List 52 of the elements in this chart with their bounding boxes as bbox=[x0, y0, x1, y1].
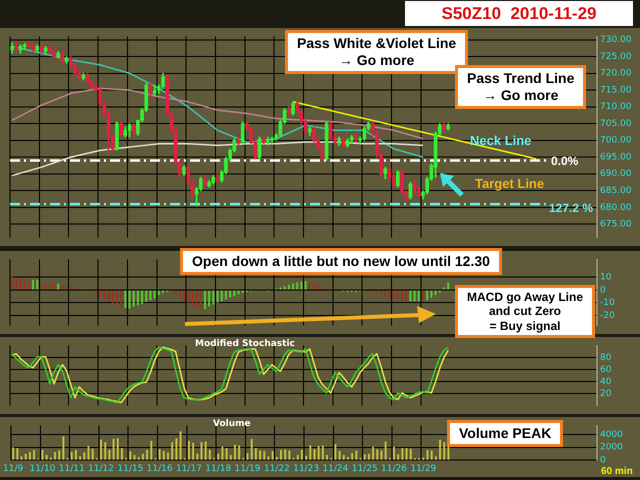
x-tick-label: 11/26 bbox=[381, 464, 408, 474]
chart-title: Volume bbox=[213, 419, 251, 429]
y-tick-label: 715.00 bbox=[600, 85, 632, 96]
annotation: MACD go Away Line and cut Zero = Buy signal bbox=[455, 285, 596, 338]
y-tick-label: 690.00 bbox=[600, 169, 632, 180]
x-tick-label: 11/24 bbox=[322, 464, 349, 474]
annotation: Neck Line bbox=[470, 133, 532, 148]
y-tick-label: 725.00 bbox=[600, 52, 632, 62]
y-tick-label: 720.00 bbox=[600, 68, 632, 79]
x-tick-label: 11/16 bbox=[146, 464, 173, 474]
y-tick-label: 695.00 bbox=[600, 152, 632, 162]
x-tick-label: 11/18 bbox=[205, 464, 232, 474]
y-tick-label: 20 bbox=[600, 388, 612, 399]
y-tick-label: 710.00 bbox=[600, 102, 632, 112]
y-tick-label: 60 bbox=[600, 364, 612, 375]
y-tick-label: 730.00 bbox=[600, 35, 632, 46]
annotation: Volume PEAK bbox=[447, 420, 564, 447]
candlestick bbox=[270, 136, 274, 144]
annotation: Pass Trend Line → Go more bbox=[455, 65, 586, 109]
y-tick-label: 680.00 bbox=[600, 202, 632, 213]
annotation: Open down a little but no new low until 12.30 bbox=[180, 248, 502, 275]
chart-title: S50Z10 2010-11-29 bbox=[405, 1, 633, 26]
y-tick-label: -10 bbox=[600, 298, 615, 308]
x-tick-label: 11/19 bbox=[234, 464, 261, 474]
y-tick-label: 0 bbox=[600, 456, 606, 466]
x-tick-label: 11/12 bbox=[88, 464, 114, 474]
y-tick-label: 700.00 bbox=[600, 136, 632, 146]
x-tick-label: 11/22 bbox=[264, 464, 290, 474]
annotation: Target Line bbox=[475, 176, 544, 192]
x-tick-label: 11/11 bbox=[58, 464, 85, 474]
annotation: 0.0% bbox=[551, 154, 578, 168]
y-tick-label: 40 bbox=[600, 376, 612, 387]
x-tick-label: 11/23 bbox=[293, 464, 320, 474]
x-tick-label: 11/25 bbox=[352, 464, 378, 474]
y-tick-label: 80 bbox=[600, 352, 612, 363]
chart-title: Modified Stochastic bbox=[195, 339, 295, 349]
y-tick-label: 2000 bbox=[600, 442, 624, 453]
annotation: 127.2 % bbox=[549, 201, 594, 215]
x-tick-label: 11/9 bbox=[3, 464, 24, 474]
y-tick-label: 685.00 bbox=[600, 186, 632, 196]
x-tick-label: 11/29 bbox=[410, 464, 437, 474]
y-tick-label: 10 bbox=[600, 272, 612, 283]
annotation: Pass White &Violet Line → Go more bbox=[285, 30, 468, 74]
y-tick-label: 4000 bbox=[600, 430, 624, 440]
y-tick-label: 705.00 bbox=[600, 118, 632, 129]
x-tick-label: 11/15 bbox=[117, 464, 144, 474]
y-tick-label: 0 bbox=[600, 285, 606, 296]
x-tick-label: 11/17 bbox=[176, 464, 202, 474]
y-tick-label: 675.00 bbox=[600, 220, 632, 230]
text: 60 min bbox=[601, 466, 633, 477]
y-tick-label: -20 bbox=[600, 310, 615, 321]
x-tick-label: 11/10 bbox=[29, 464, 56, 474]
